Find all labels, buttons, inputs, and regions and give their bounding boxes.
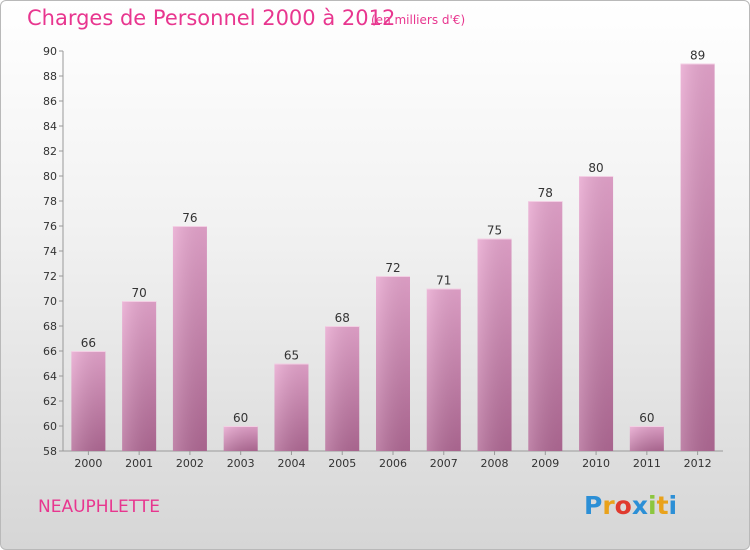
bar-shade [477, 238, 512, 451]
y-tick-label: 86 [43, 95, 57, 108]
data-label: 65 [284, 349, 299, 363]
bar-shade [528, 201, 563, 451]
logo-letter: x [631, 491, 648, 520]
data-label: 89 [690, 49, 705, 63]
x-tick-label: 2009 [531, 457, 559, 470]
y-tick-label: 90 [43, 45, 57, 58]
x-tick-label: 2010 [582, 457, 610, 470]
y-tick-label: 76 [43, 220, 57, 233]
data-label: 68 [335, 311, 350, 325]
y-tick-label: 60 [43, 420, 57, 433]
logo-letter: o [614, 491, 632, 520]
chart-subtitle: (en milliers d'€) [371, 13, 466, 27]
bar-shade [629, 426, 664, 451]
proxiti-logo[interactable]: Proxiti [584, 491, 677, 520]
bar-shade [325, 326, 360, 451]
x-tick-label: 2000 [74, 457, 102, 470]
y-tick-label: 58 [43, 445, 57, 458]
logo-letter: t [656, 491, 669, 520]
x-tick-label: 2004 [277, 457, 305, 470]
y-tick-label: 70 [43, 295, 57, 308]
x-tick-label: 2002 [176, 457, 204, 470]
y-tick-label: 74 [43, 245, 57, 258]
chart-axes: 58 60 62 64 66 68 70 72 74 76 78 80 82 84 86 88 90 [43, 45, 723, 458]
chart-title: Charges de Personnel 2000 à 2012 [27, 6, 396, 30]
x-tick-label: 2011 [633, 457, 661, 470]
bar-shade [274, 363, 309, 451]
y-tick-label: 88 [43, 70, 57, 83]
y-tick-label: 66 [43, 345, 57, 358]
y-tick-label: 82 [43, 145, 57, 158]
data-label: 75 [487, 224, 502, 238]
bar-shade [71, 351, 106, 451]
data-label: 60 [233, 411, 248, 425]
x-tick-label: 2003 [227, 457, 255, 470]
y-tick-label: 80 [43, 170, 57, 183]
x-tick-label: 2007 [430, 457, 458, 470]
data-label: 72 [385, 261, 400, 275]
y-tick-label: 84 [43, 120, 57, 133]
bar-shade [172, 226, 207, 451]
logo-letter: P [584, 491, 603, 520]
y-tick-label: 78 [43, 195, 57, 208]
x-tick-label: 2006 [379, 457, 407, 470]
chart-bars [71, 63, 715, 451]
data-label: 76 [182, 211, 197, 225]
data-label: 60 [639, 411, 654, 425]
y-tick-label: 64 [43, 370, 57, 383]
bar-shade [426, 288, 461, 451]
x-tick-label: 2012 [684, 457, 712, 470]
logo-letter: r [602, 491, 615, 520]
data-label: 78 [538, 186, 553, 200]
logo-letter: i [648, 491, 657, 520]
data-label: 66 [81, 336, 96, 350]
commune-name: NEAUPHLETTE [38, 497, 160, 517]
logo-letter: i [668, 491, 678, 520]
data-label: 70 [132, 286, 147, 300]
y-tick-label: 62 [43, 395, 57, 408]
bar-shade [579, 176, 614, 451]
bar-shade [376, 276, 410, 451]
x-tick-label: 2001 [125, 457, 153, 470]
bar-shade [680, 63, 715, 451]
x-tick-label: 2008 [481, 457, 509, 470]
bar-shade [122, 301, 157, 451]
y-tick-label: 72 [43, 270, 57, 283]
x-tick-label: 2005 [328, 457, 356, 470]
data-label: 80 [588, 161, 603, 175]
y-tick-label: 68 [43, 320, 57, 333]
bar-shade [223, 426, 258, 451]
data-label: 71 [436, 274, 451, 288]
chart-labels: 2000 66 2001 70 2002 76 2003 60 2004 65 2005 68 2006… [74, 49, 711, 471]
